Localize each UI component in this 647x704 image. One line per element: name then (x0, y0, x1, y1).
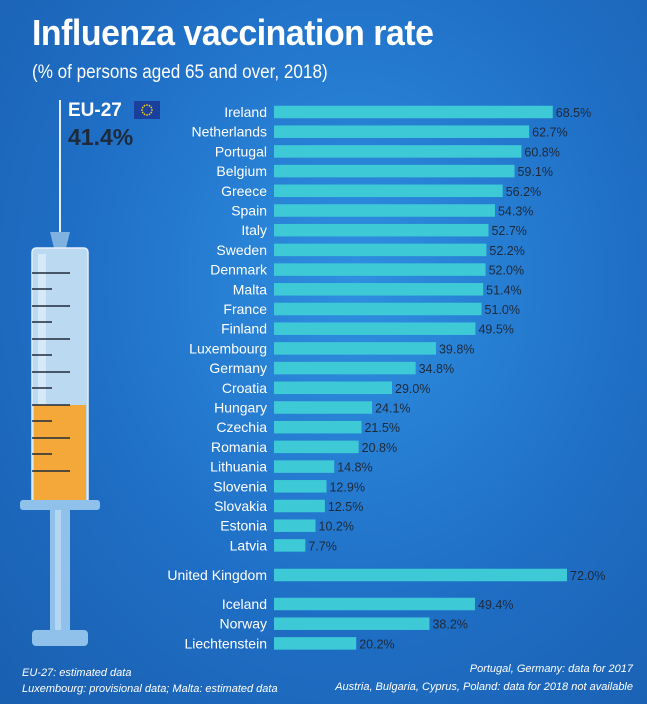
bar-latvia (274, 539, 306, 552)
bar-lithuania (274, 460, 335, 473)
value-label-iceland: 49.4% (478, 598, 513, 612)
category-label-italy: Italy (241, 222, 267, 238)
value-label-luxembourg: 39.8% (439, 342, 474, 356)
footnote-luxembourg-malta: Luxembourg: provisional data; Malta: est… (22, 683, 278, 695)
category-label-czechia: Czechia (216, 419, 267, 435)
value-label-germany: 34.8% (419, 362, 454, 376)
category-label-ireland: Ireland (224, 104, 267, 120)
bar-croatia (274, 381, 393, 395)
value-label-finland: 49.5% (478, 323, 513, 337)
value-label-romania: 20.8% (362, 441, 397, 455)
value-label-czechia: 21.5% (364, 421, 399, 435)
syringe-scale (32, 272, 70, 472)
bar-germany (274, 361, 416, 375)
syringe-plunger-rod-shine (55, 510, 61, 630)
bar-norway (274, 617, 430, 630)
value-label-latvia: 7.7% (308, 539, 337, 553)
bar-luxembourg (274, 342, 436, 355)
category-label-slovakia: Slovakia (214, 498, 267, 514)
value-label-slovenia: 12.9% (329, 480, 364, 494)
value-label-lithuania: 14.8% (337, 461, 372, 475)
footnote-portugal-germany: Portugal, Germany: data for 2017 (469, 663, 633, 675)
value-label-portugal: 60.8% (524, 145, 559, 159)
category-label-netherlands: Netherlands (192, 124, 268, 140)
value-label-denmark: 52.0% (489, 264, 524, 278)
bar-iceland (274, 597, 476, 611)
category-label-denmark: Denmark (210, 262, 268, 278)
category-label-spain: Spain (231, 203, 267, 219)
bar-estonia (274, 519, 316, 532)
value-label-netherlands: 62.7% (532, 126, 567, 140)
bar-malta (274, 283, 484, 296)
bar-greece (274, 184, 503, 198)
category-label-finland: Finland (221, 321, 267, 337)
category-label-norway: Norway (220, 616, 267, 632)
value-label-estonia: 10.2% (319, 520, 354, 534)
value-label-slovakia: 12.5% (328, 500, 363, 514)
bar-belgium (274, 164, 515, 178)
category-label-romania: Romania (211, 439, 267, 455)
value-label-greece: 56.2% (506, 185, 541, 199)
category-label-luxembourg: Luxembourg (189, 340, 267, 356)
page-subtitle: (% of persons aged 65 and over, 2018) (32, 62, 328, 83)
category-label-germany: Germany (209, 360, 267, 376)
category-label-united-kingdom: United Kingdom (167, 567, 267, 583)
bar-finland (274, 322, 476, 335)
value-label-sweden: 52.2% (489, 244, 524, 258)
category-label-france: France (223, 301, 267, 317)
eu-label: EU-27 (68, 100, 122, 121)
bar-sweden (274, 243, 487, 257)
bar-denmark (274, 263, 486, 276)
category-label-slovenia: Slovenia (213, 478, 267, 494)
bar-netherlands (274, 125, 530, 138)
syringe-plunger-cap (32, 630, 88, 646)
bar-czechia (274, 420, 362, 434)
bar-liechtenstein (274, 637, 357, 650)
bar-france (274, 302, 482, 316)
category-label-portugal: Portugal (215, 143, 267, 159)
syringe-hub (50, 232, 70, 248)
footnote-not-available: Austria, Bulgaria, Cyprus, Poland: data … (335, 681, 633, 693)
value-label-belgium: 59.1% (518, 165, 553, 179)
footnote-eu: EU-27: estimated data (22, 667, 132, 679)
value-label-ireland: 68.5% (556, 106, 591, 120)
syringe-flange (20, 500, 100, 510)
category-label-greece: Greece (221, 183, 267, 199)
value-label-norway: 38.2% (432, 618, 467, 632)
syringe-barrel-shine (38, 254, 46, 494)
value-label-hungary: 24.1% (375, 402, 410, 416)
bar-ireland (274, 105, 553, 119)
category-label-liechtenstein: Liechtenstein (184, 635, 267, 651)
value-label-malta: 51.4% (486, 283, 521, 297)
bar-romania (274, 440, 359, 454)
bar-spain (274, 204, 495, 217)
category-label-lithuania: Lithuania (210, 459, 267, 475)
eu-value: 41.4% (68, 124, 134, 150)
value-label-liechtenstein: 20.2% (359, 637, 394, 651)
value-label-france: 51.0% (485, 303, 520, 317)
page-title: Influenza vaccination rate (32, 12, 434, 53)
value-label-united-kingdom: 72.0% (570, 569, 605, 583)
eu-flag-icon (134, 101, 160, 119)
bar-slovenia (274, 480, 327, 493)
value-label-italy: 52.7% (491, 224, 526, 238)
value-label-croatia: 29.0% (395, 382, 430, 396)
category-label-estonia: Estonia (220, 518, 267, 534)
category-label-latvia: Latvia (230, 537, 268, 553)
category-label-hungary: Hungary (214, 400, 267, 416)
bar-italy (274, 223, 489, 237)
category-label-belgium: Belgium (216, 163, 267, 179)
category-label-sweden: Sweden (216, 242, 267, 258)
category-label-croatia: Croatia (222, 380, 267, 396)
bar-slovakia (274, 499, 325, 513)
bar-portugal (274, 145, 522, 158)
bar-hungary (274, 401, 373, 414)
category-label-iceland: Iceland (222, 596, 267, 612)
bar-united-kingdom (274, 568, 567, 582)
category-label-malta: Malta (233, 281, 267, 297)
value-label-spain: 54.3% (498, 205, 533, 219)
